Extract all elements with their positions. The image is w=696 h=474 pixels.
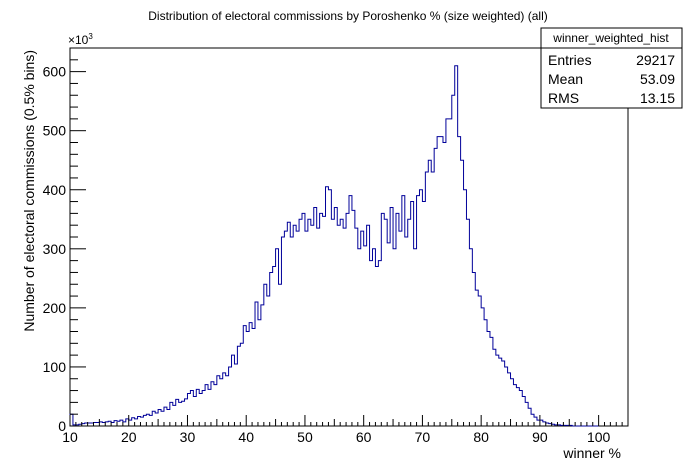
x-tick-label: 60 [356, 429, 372, 445]
y-tick-label: 600 [43, 64, 67, 80]
x-tick-label: 100 [587, 429, 611, 445]
stats-label-mean: Mean [548, 71, 583, 87]
x-axis: 10 20 30 40 50 60 70 80 90 100 [62, 415, 629, 445]
stats-box-title: winner_weighted_hist [552, 31, 669, 45]
y-axis: 0 100 200 300 400 500 600 [43, 47, 86, 434]
stats-box: winner_weighted_hist Entries 29217 Mean … [540, 27, 683, 109]
y-tick-label: 0 [58, 418, 66, 434]
stats-label-rms: RMS [548, 90, 579, 106]
x-tick-label: 70 [415, 429, 431, 445]
histogram-series [69, 65, 599, 427]
x-tick-label: 90 [532, 429, 548, 445]
stats-value-rms: 13.15 [640, 90, 675, 106]
y-tick-label: 200 [43, 300, 67, 316]
stats-label-entries: Entries [548, 52, 592, 68]
y-tick-label: 400 [43, 182, 67, 198]
x-tick-label: 50 [297, 429, 313, 445]
y-multiplier-label: ×103 [68, 32, 93, 47]
x-tick-label: 40 [238, 429, 254, 445]
stats-box-frame [540, 27, 683, 109]
x-tick-label: 20 [121, 429, 137, 445]
x-tick-label: 80 [473, 429, 489, 445]
y-tick-label: 300 [43, 241, 67, 257]
y-axis-label: Number of electoral commissions (0.5% bi… [21, 50, 37, 332]
x-tick-label: 30 [180, 429, 196, 445]
chart-title: Distribution of electoral commissions by… [148, 9, 548, 23]
x-axis-label: winner % [562, 445, 621, 461]
stats-value-entries: 29217 [636, 52, 675, 68]
histogram-line [69, 65, 599, 427]
y-tick-label: 100 [43, 359, 67, 375]
y-tick-label: 500 [43, 123, 67, 139]
x-tick-label: 10 [62, 429, 78, 445]
stats-value-mean: 53.09 [640, 71, 675, 87]
